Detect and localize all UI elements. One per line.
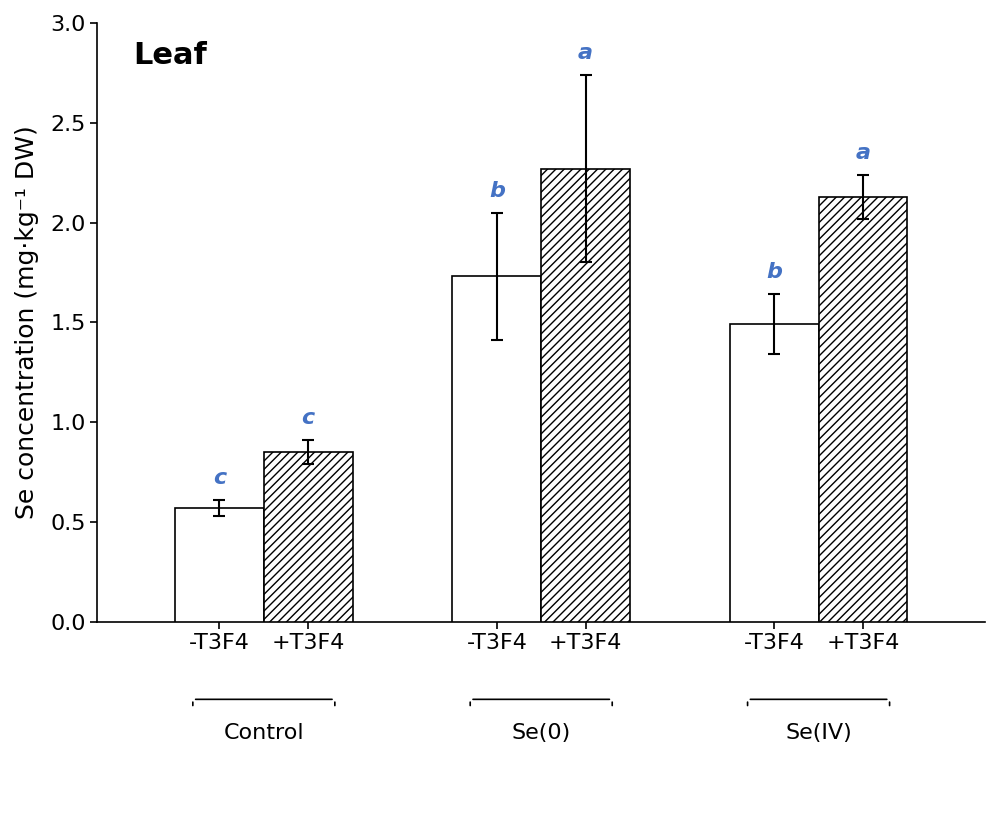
Bar (819, 196, 907, 622)
Text: a: a (855, 142, 870, 163)
Text: c: c (213, 468, 226, 488)
Text: Se(0): Se(0) (512, 723, 571, 743)
Y-axis label: Se concentration (mg·kg⁻¹ DW): Se concentration (mg·kg⁻¹ DW) (15, 126, 39, 519)
Text: a: a (578, 43, 593, 63)
Text: Leaf: Leaf (133, 41, 207, 70)
Bar (452, 276, 541, 622)
Text: b: b (489, 181, 505, 201)
Text: b: b (766, 262, 782, 282)
Text: Se(IV): Se(IV) (785, 723, 852, 743)
Text: Control: Control (224, 723, 304, 743)
Bar (541, 169, 630, 622)
Bar (175, 508, 264, 622)
Bar (730, 324, 819, 622)
Text: c: c (302, 408, 315, 428)
Bar (264, 452, 353, 622)
